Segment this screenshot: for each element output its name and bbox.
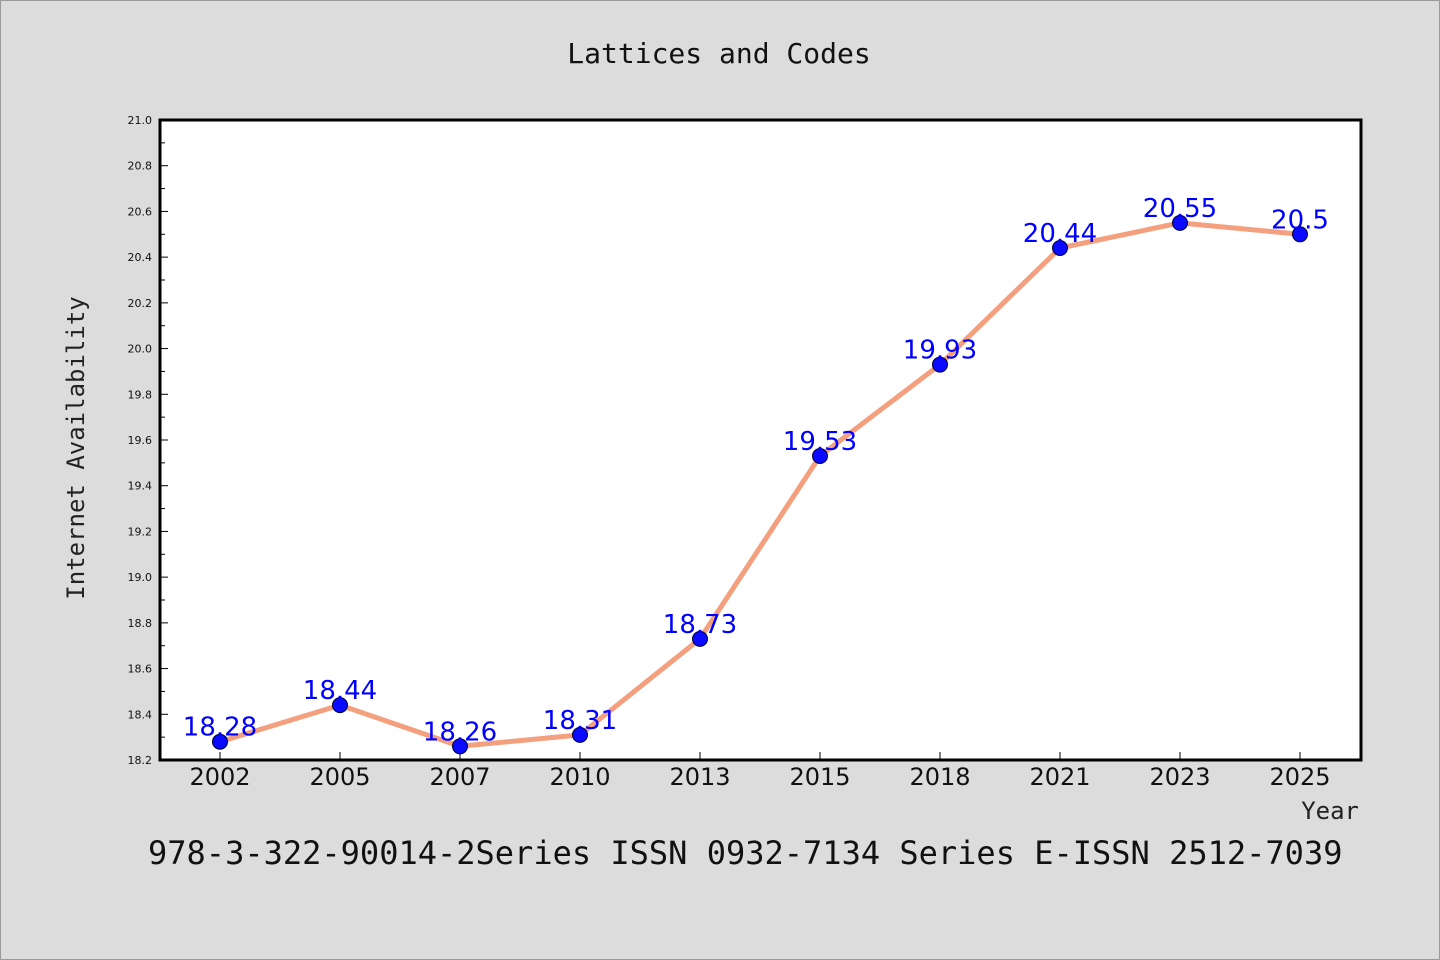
x-tick-label: 2007: [429, 763, 490, 791]
x-tick-label: 2023: [1149, 763, 1210, 791]
data-label: 20.55: [1143, 194, 1217, 224]
data-point: [1052, 240, 1068, 256]
data-point: [212, 733, 228, 750]
chart-title: Lattices and Codes: [567, 37, 870, 70]
data-label: 18.26: [423, 717, 497, 747]
y-tick-label: 20.8: [128, 160, 153, 173]
data-point: [572, 726, 588, 743]
data-label: 18.73: [663, 610, 737, 640]
y-tick-label: 21.0: [128, 114, 153, 127]
data-label: 20.5: [1271, 205, 1329, 235]
data-label: 18.44: [303, 676, 377, 706]
y-tick-label: 18.4: [128, 708, 153, 721]
data-label: 18.28: [183, 713, 257, 743]
y-tick-label: 20.6: [128, 205, 153, 218]
x-tick-label: 2021: [1029, 763, 1090, 791]
y-tick-label: 19.8: [128, 388, 153, 401]
x-axis-ticks: 2002 2005 2007 2010 2013 2015 2018 2021 2023 2025: [189, 752, 1331, 791]
data-point: [1172, 214, 1188, 231]
x-tick-label: 2010: [549, 763, 610, 791]
x-tick-label: 2018: [909, 763, 970, 791]
footer-isbn-issn: 978-3-322-90014-2Series ISSN 0932-7134 S…: [148, 834, 1342, 872]
y-tick-label: 20.0: [128, 343, 153, 356]
y-tick-label: 19.2: [128, 525, 153, 538]
y-tick-label: 20.4: [128, 251, 153, 264]
x-tick-label: 2005: [309, 763, 370, 791]
data-label: 19.53: [783, 427, 857, 457]
y-tick-label: 19.0: [128, 571, 153, 584]
data-label: 18.31: [543, 706, 617, 736]
series-line: [217, 220, 1303, 749]
data-point: [812, 448, 828, 464]
x-tick-label: 2002: [189, 763, 250, 791]
y-tick-label: 18.2: [128, 754, 153, 767]
x-tick-label: 2025: [1269, 763, 1330, 791]
y-axis-ticks: 18.2 18.4 18.6 18.8 19.0 19.2 19.4 19.6 19.8 20.0…: [128, 114, 168, 767]
y-tick-label: 19.6: [128, 434, 153, 447]
y-tick-label: 18.8: [128, 617, 153, 630]
x-tick-label: 2015: [789, 763, 850, 791]
y-tick-label: 18.6: [128, 663, 153, 676]
data-label: 19.93: [903, 336, 977, 366]
y-tick-label: 20.2: [128, 297, 153, 310]
y-axis-label: Internet Availability: [62, 296, 90, 599]
data-point: [1292, 226, 1308, 243]
data-point: [452, 738, 468, 755]
x-axis-label: Year: [1301, 797, 1359, 825]
data-point: [332, 697, 348, 714]
data-series: 18.28 18.44 18.26 18.31 18.73 19.53 19.93 20.44…: [183, 194, 1329, 755]
data-label: 20.44: [1023, 219, 1097, 249]
data-point: [692, 630, 708, 647]
data-point: [932, 356, 948, 373]
y-tick-label: 19.4: [128, 480, 153, 493]
x-tick-label: 2013: [669, 763, 730, 791]
